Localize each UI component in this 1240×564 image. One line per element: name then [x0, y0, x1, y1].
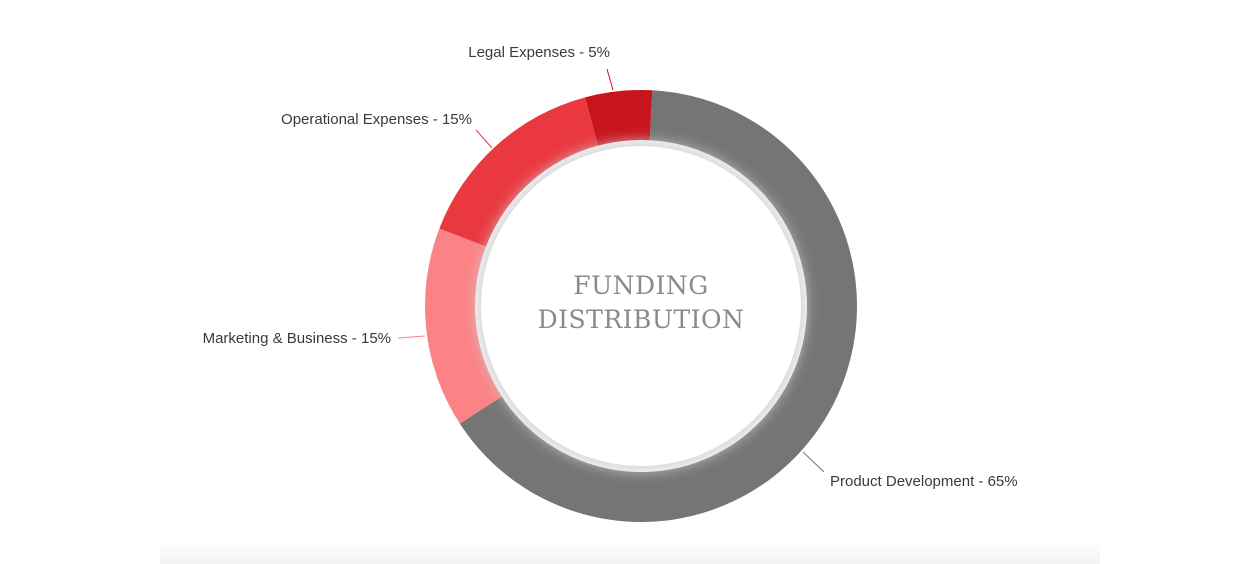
leader-line-marketing-and-business [397, 335, 426, 339]
leader-line-operational-expenses [475, 129, 493, 149]
leader-lines [397, 68, 825, 473]
slice-legal-expenses [585, 89, 653, 146]
center-title-line-1: FUNDING [573, 271, 709, 300]
slice-marketing-and-business [425, 228, 502, 424]
label-product-development: Product Development - 65% [830, 473, 1018, 490]
hole-fill [481, 146, 801, 466]
slice-labels: Product Development - 65% Marketing & Bus… [203, 44, 1018, 490]
leader-line-product-development [802, 451, 825, 473]
donut-hole [477, 142, 805, 470]
label-marketing-and-business: Marketing & Business - 15% [203, 330, 391, 347]
label-legal-expenses: Legal Expenses - 5% [468, 44, 610, 61]
leader-line-legal-expenses [606, 68, 614, 91]
center-title-line-2: DISTRIBUTION [538, 305, 745, 334]
label-operational-expenses: Operational Expenses - 15% [281, 111, 472, 128]
slice-operational-expenses [439, 97, 599, 247]
bottom-band [160, 540, 1100, 564]
donut-slices [425, 89, 857, 522]
